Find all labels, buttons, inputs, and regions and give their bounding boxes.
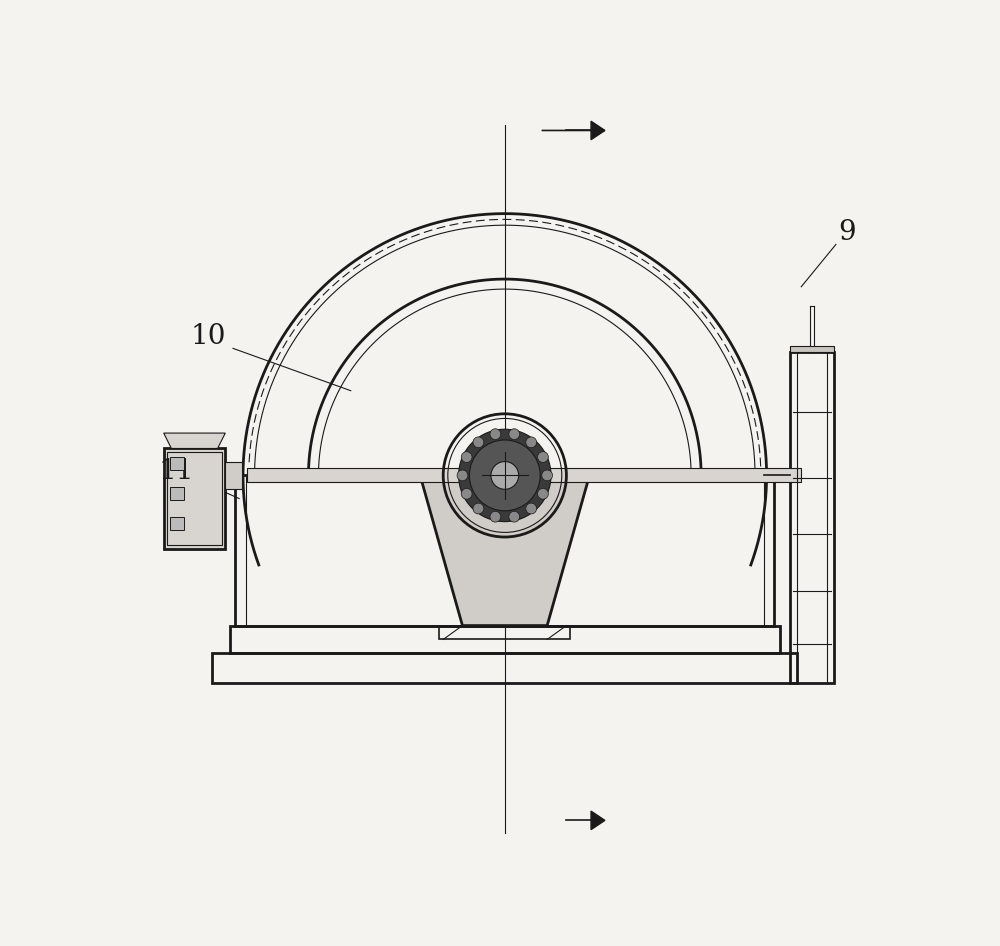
Circle shape [490,512,501,522]
Circle shape [509,429,520,440]
Bar [439,625,570,639]
Circle shape [509,512,520,522]
Circle shape [538,451,548,463]
Bar [170,457,184,469]
Bar [167,451,222,546]
Circle shape [473,503,484,514]
Circle shape [526,503,537,514]
Bar [212,653,797,683]
Circle shape [457,470,468,481]
Circle shape [542,470,553,481]
Circle shape [461,451,472,463]
Bar [225,462,242,489]
Polygon shape [164,433,225,448]
Circle shape [459,429,551,521]
Circle shape [526,437,537,447]
Circle shape [491,462,519,489]
Text: 9: 9 [839,219,856,246]
Bar [170,517,184,530]
Bar [790,346,834,352]
Bar [164,448,225,549]
Bar [247,468,801,482]
Polygon shape [420,476,590,625]
Text: 10: 10 [191,324,226,350]
Circle shape [469,440,540,511]
Bar [230,625,780,653]
Text: 11: 11 [158,458,194,485]
Circle shape [538,488,548,499]
Circle shape [473,437,484,447]
Circle shape [461,488,472,499]
Polygon shape [591,121,605,140]
Bar [170,487,184,499]
Polygon shape [591,811,605,830]
Circle shape [490,429,501,440]
Bar [790,352,834,683]
